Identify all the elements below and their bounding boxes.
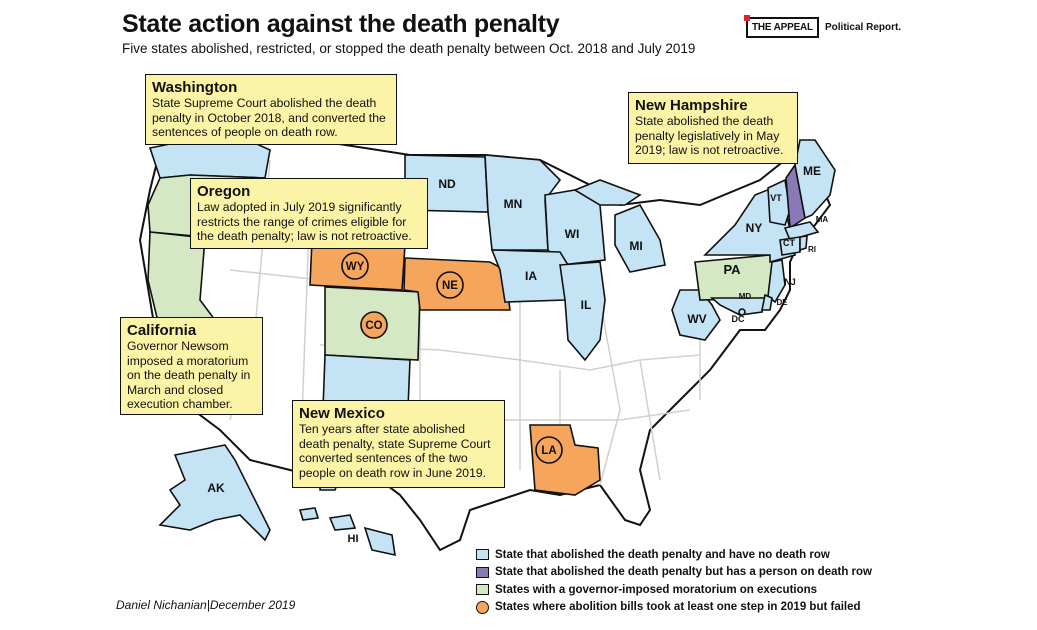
- state-nj: [767, 259, 786, 304]
- legend-item: State that abolished the death penalty b…: [476, 564, 872, 582]
- appeal-logo: THE APPEAL: [744, 15, 819, 38]
- callout-body: Law adopted in July 2019 significantly r…: [197, 200, 412, 243]
- callout-title: New Hampshire: [635, 97, 748, 114]
- state-label-md: MD: [739, 292, 752, 301]
- callout-body: State abolished the death penalty legisl…: [635, 114, 784, 157]
- callout-body: Ten years after state abolished death pe…: [299, 422, 491, 480]
- callout-title: Washington: [152, 79, 238, 96]
- state-label-ny: NY: [746, 221, 763, 235]
- state-vt: [767, 178, 791, 226]
- state-label-la: LA: [541, 445, 556, 457]
- callout-title: California: [127, 322, 197, 339]
- state-hi-3: [363, 526, 396, 557]
- state-de: [761, 293, 773, 311]
- state-me: [794, 139, 836, 220]
- brand-text: Political Report.: [824, 22, 902, 33]
- state-label-nj: NJ: [784, 277, 796, 287]
- legend-item: States where abolition bills took at lea…: [476, 599, 872, 617]
- state-il: [559, 261, 606, 362]
- brand-logo: THE APPEAL Political Report.: [744, 15, 902, 38]
- failed-bill-markers: WY NE CO LA: [341, 252, 563, 464]
- legend-label: State that abolished the death penalty b…: [495, 566, 872, 579]
- state-label-ma: MA: [816, 215, 829, 224]
- state-label-il: IL: [581, 298, 592, 312]
- callout-washington: Washington State Supreme Court abolished…: [145, 74, 397, 145]
- state-label-mi: MI: [629, 239, 642, 253]
- state-label-dc: DC: [732, 314, 745, 324]
- state-dc: [738, 308, 746, 316]
- state-label-wi: WI: [565, 227, 580, 241]
- legend: State that abolished the death penalty a…: [476, 546, 872, 616]
- callout-california: California Governor Newsom imposed a mor…: [120, 317, 263, 415]
- state-hi-2: [328, 514, 357, 531]
- state-label-co: CO: [365, 320, 382, 332]
- page-subtitle: Five states abolished, restricted, or st…: [122, 41, 696, 56]
- legend-item: States with a governor-imposed moratoriu…: [476, 581, 872, 599]
- state-ak: [158, 444, 271, 542]
- callout-body: State Supreme Court abolished the death …: [152, 96, 386, 139]
- state-label-ak: AK: [207, 481, 225, 495]
- callout-title: Oregon: [197, 183, 251, 200]
- state-label-vt: VT: [770, 193, 782, 203]
- state-ct: [779, 236, 801, 256]
- legend-item: State that abolished the death penalty a…: [476, 546, 872, 564]
- state-ma: [783, 221, 820, 241]
- state-label-nd: ND: [438, 177, 456, 191]
- state-label-ri: RI: [808, 245, 816, 254]
- failed-bill-marker-la: [535, 436, 563, 464]
- state-label-mn: MN: [504, 197, 523, 211]
- legend-swatch: [476, 549, 489, 561]
- state-label-ia: IA: [525, 269, 537, 283]
- state-hi-1: [298, 507, 320, 521]
- legend-swatch: [476, 584, 489, 596]
- callout-oregon: Oregon Law adopted in July 2019 signific…: [190, 178, 428, 249]
- credit-date: December 2019: [209, 598, 296, 612]
- state-label-ct: CT: [783, 238, 795, 248]
- callout-new-hampshire: New Hampshire State abolished the death …: [628, 92, 798, 164]
- legend-label: States with a governor-imposed moratoriu…: [495, 583, 818, 596]
- state-labels: ND MN WI MI IA IL NY VT ME MA CT RI NJ MD DE DC WV PA AK HI: [207, 164, 828, 545]
- state-label-de: DE: [776, 298, 788, 307]
- failed-bill-marker-co: [360, 311, 388, 339]
- state-label-ne: NE: [442, 280, 458, 292]
- page-title: State action against the death penalty: [122, 10, 560, 38]
- state-mi-upper: [573, 179, 642, 206]
- callout-title: New Mexico: [299, 405, 385, 422]
- state-mi: [614, 203, 666, 273]
- failed-bill-marker-ne: [436, 271, 464, 299]
- state-label-pa: PA: [723, 262, 741, 277]
- legend-label: State that abolished the death penalty a…: [495, 548, 830, 561]
- state-ri: [799, 235, 808, 252]
- state-label-me: ME: [803, 164, 821, 178]
- credit-author: Daniel Nichanian: [116, 598, 207, 612]
- credit: Daniel Nichanian|December 2019: [116, 598, 296, 612]
- callout-new-mexico: New Mexico Ten years after state abolish…: [292, 400, 505, 488]
- legend-swatch: [476, 566, 489, 578]
- legend-label: States where abolition bills took at lea…: [495, 601, 861, 614]
- legend-swatch: [476, 600, 489, 614]
- state-label-hi: HI: [348, 533, 359, 545]
- callout-body: Governor Newsom imposed a moratorium on …: [127, 339, 251, 411]
- state-md: [709, 297, 766, 316]
- state-label-wv: WV: [687, 312, 706, 326]
- failed-bill-marker-wy: [341, 252, 369, 280]
- state-label-wy: WY: [346, 261, 365, 273]
